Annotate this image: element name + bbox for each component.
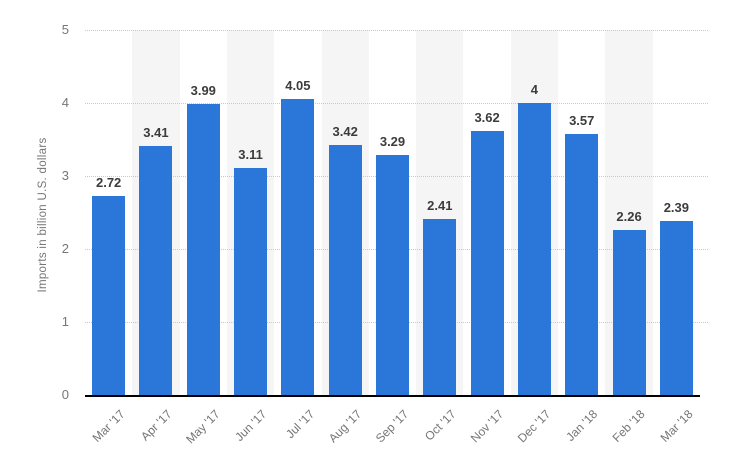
bar-value-label: 3.41 [143, 125, 169, 141]
bar-value-label: 4 [530, 82, 539, 97]
y-tick-label: 0 [61, 387, 69, 402]
bar-value-label: 2.41 [427, 198, 453, 214]
y-tick-label: 4 [61, 95, 69, 110]
bar-value-label: 3.99 [190, 82, 216, 98]
bar-Nov '17 [470, 130, 504, 395]
bar-Feb '18 [612, 230, 646, 395]
bar-Apr '17 [139, 146, 173, 395]
x-tick-label: Mar '18 [657, 407, 696, 445]
bar-value-label: 2.26 [616, 209, 642, 225]
bar-Oct '17 [423, 219, 457, 395]
y-tick-label: 2 [61, 241, 69, 256]
x-tick-label: Jul '17 [282, 407, 317, 442]
bar-value-label: 3.62 [474, 109, 500, 125]
x-tick-label: Sep '17 [372, 407, 412, 446]
bar-value-label: 2.39 [663, 199, 689, 215]
bar-value-label: 3.42 [332, 124, 358, 140]
bar-May '17 [186, 103, 220, 395]
x-tick-label: Feb '18 [610, 407, 648, 445]
bar-Sep '17 [376, 154, 409, 395]
bar-Dec '17 [517, 103, 551, 395]
y-axis: 0 1 2 3 4 5 [0, 22, 77, 402]
y-tick-label: 1 [61, 314, 69, 329]
bar-Mar '17 [92, 196, 126, 395]
x-tick-label: Mar '17 [89, 407, 128, 445]
bar-Jan '18 [565, 134, 599, 395]
bar-Mar '18 [659, 220, 693, 395]
bar-Jun '17 [234, 167, 268, 395]
x-tick-label: Jun '17 [232, 407, 270, 445]
plot-area: 2.72 3.41 3.99 3.11 4.05 3.42 3.29 2.41 3.62 4 3.5… [85, 30, 708, 397]
bar-value-label: 3.57 [569, 113, 595, 129]
y-tick-label: 3 [61, 168, 69, 183]
gridline [85, 103, 708, 104]
bar-value-label: 2.72 [95, 175, 122, 191]
y-tick-label: 5 [61, 22, 69, 37]
x-tick-label: May '17 [182, 407, 223, 447]
bar-Aug '17 [328, 145, 362, 395]
x-tick-label: Nov '17 [467, 407, 507, 446]
bar-Jul '17 [281, 99, 315, 395]
x-tick-label: Apr '17 [138, 407, 175, 444]
bar-value-label: 3.11 [238, 146, 263, 162]
x-tick-label: Dec '17 [514, 407, 554, 446]
x-tick-label: Jan '18 [563, 407, 601, 445]
bar-value-label: 3.29 [379, 133, 406, 149]
x-tick-label: Oct '17 [422, 407, 459, 444]
gridline [85, 30, 708, 31]
x-axis: Mar '17 Apr '17 May '17 Jun '17 Jul '17 Aug '… [85, 399, 700, 454]
bar-value-label: 4.05 [285, 78, 311, 94]
x-tick-label: Aug '17 [325, 407, 365, 446]
